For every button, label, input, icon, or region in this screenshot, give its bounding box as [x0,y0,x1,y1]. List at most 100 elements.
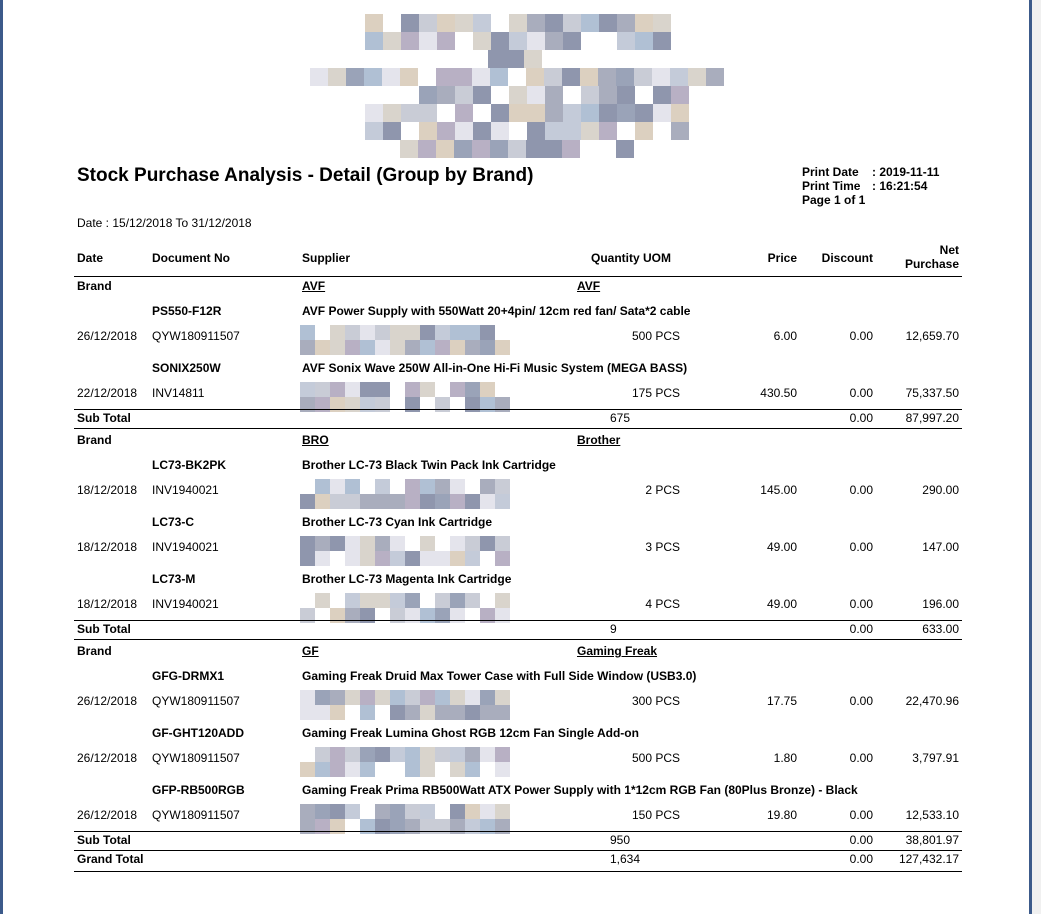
redaction-tile [562,140,580,158]
redaction-tile [480,705,495,720]
row-net-purchase: 196.00 [922,597,959,611]
redaction-tile [390,340,405,355]
redaction-tile [345,340,360,355]
redacted-company-name [365,14,671,50]
redaction-tile [365,32,383,50]
redaction-tile [581,14,599,32]
redaction-tile [330,397,345,412]
redaction-tile [315,747,330,762]
redaction-tile [635,32,653,50]
subtotal-quantity: 675 [610,411,631,425]
redaction-tile [581,86,599,104]
redaction-tile [545,14,563,32]
redaction-tile [465,762,480,777]
redaction-tile [617,32,635,50]
redaction-tile [509,104,527,122]
redaction-tile [544,68,562,86]
redaction-tile [435,690,450,705]
redaction-tile [450,819,465,834]
redaction-tile [465,690,480,705]
redaction-tile [365,104,383,122]
redaction-tile [435,494,450,509]
redaction-tile [330,705,345,720]
redaction-tile [420,690,435,705]
row-price: 49.00 [766,597,797,611]
redaction-tile [495,762,510,777]
row-net-purchase: 75,337.50 [905,386,959,400]
redacted-supplier [300,690,510,720]
item-code: GFG-DRMX1 [152,669,224,683]
redaction-tile [420,325,435,340]
row-date: 26/12/2018 [77,751,138,765]
redaction-tile [345,494,360,509]
header-divider [74,276,962,277]
redaction-tile [420,536,435,551]
row-price: 1.80 [773,751,797,765]
redaction-tile [360,819,375,834]
redaction-tile [465,325,480,340]
redaction-tile [375,340,390,355]
redaction-tile [617,86,635,104]
brand-code: AVF [302,279,326,293]
redaction-tile [419,122,437,140]
row-net-purchase: 3,797.91 [912,751,959,765]
row-document-no: INV1940021 [152,483,219,497]
row-net-purchase: 12,659.70 [905,329,959,343]
redaction-tile [383,104,401,122]
redaction-tile [545,122,563,140]
redaction-tile [527,86,545,104]
redaction-tile [345,536,360,551]
redaction-tile [465,804,480,819]
redaction-tile [330,819,345,834]
redaction-tile [450,325,465,340]
redaction-tile [480,397,495,412]
redaction-tile [617,104,635,122]
redaction-tile [390,705,405,720]
redaction-tile [526,140,544,158]
redaction-tile [315,382,330,397]
redaction-tile [437,86,455,104]
redaction-tile [375,536,390,551]
redaction-tile [435,705,450,720]
redaction-tile [465,340,480,355]
row-discount: 0.00 [849,808,873,822]
row-net-purchase: 147.00 [922,540,959,554]
row-date: 22/12/2018 [77,386,138,400]
redaction-tile [495,479,510,494]
row-discount: 0.00 [849,540,873,554]
row-quantity-uom: 175 PCS [631,386,680,400]
redaction-tile [491,104,509,122]
redaction-tile [450,551,465,566]
page-number: Page 1 of 1 [802,193,866,207]
col-header-price: Price [767,251,797,265]
redaction-tile [495,804,510,819]
redaction-tile [360,705,375,720]
redaction-tile [454,68,472,86]
redaction-tile [450,762,465,777]
redaction-tile [653,14,671,32]
redaction-tile [437,14,455,32]
col-header-quantity-uom: Quantity UOM [591,251,671,265]
redaction-tile [435,608,450,623]
redaction-tile [420,819,435,834]
redacted-company-logo [0,0,1041,160]
redaction-tile [375,397,390,412]
redaction-tile [405,397,420,412]
redaction-tile [670,68,688,86]
redaction-tile [405,494,420,509]
redaction-tile [562,68,580,86]
redaction-tile [345,551,360,566]
brand-label: Brand [77,644,112,658]
window-margin-right [1032,0,1041,914]
redaction-tile [345,325,360,340]
redaction-tile [330,804,345,819]
grand-total-quantity: 1,634 [610,852,641,866]
redaction-tile [315,479,330,494]
redaction-tile [315,397,330,412]
redaction-tile [360,762,375,777]
subtotal-discount: 0.00 [849,411,873,425]
redacted-contact-2 [400,140,634,158]
redaction-tile [401,32,419,50]
group-divider [74,639,962,640]
redaction-tile [390,608,405,623]
